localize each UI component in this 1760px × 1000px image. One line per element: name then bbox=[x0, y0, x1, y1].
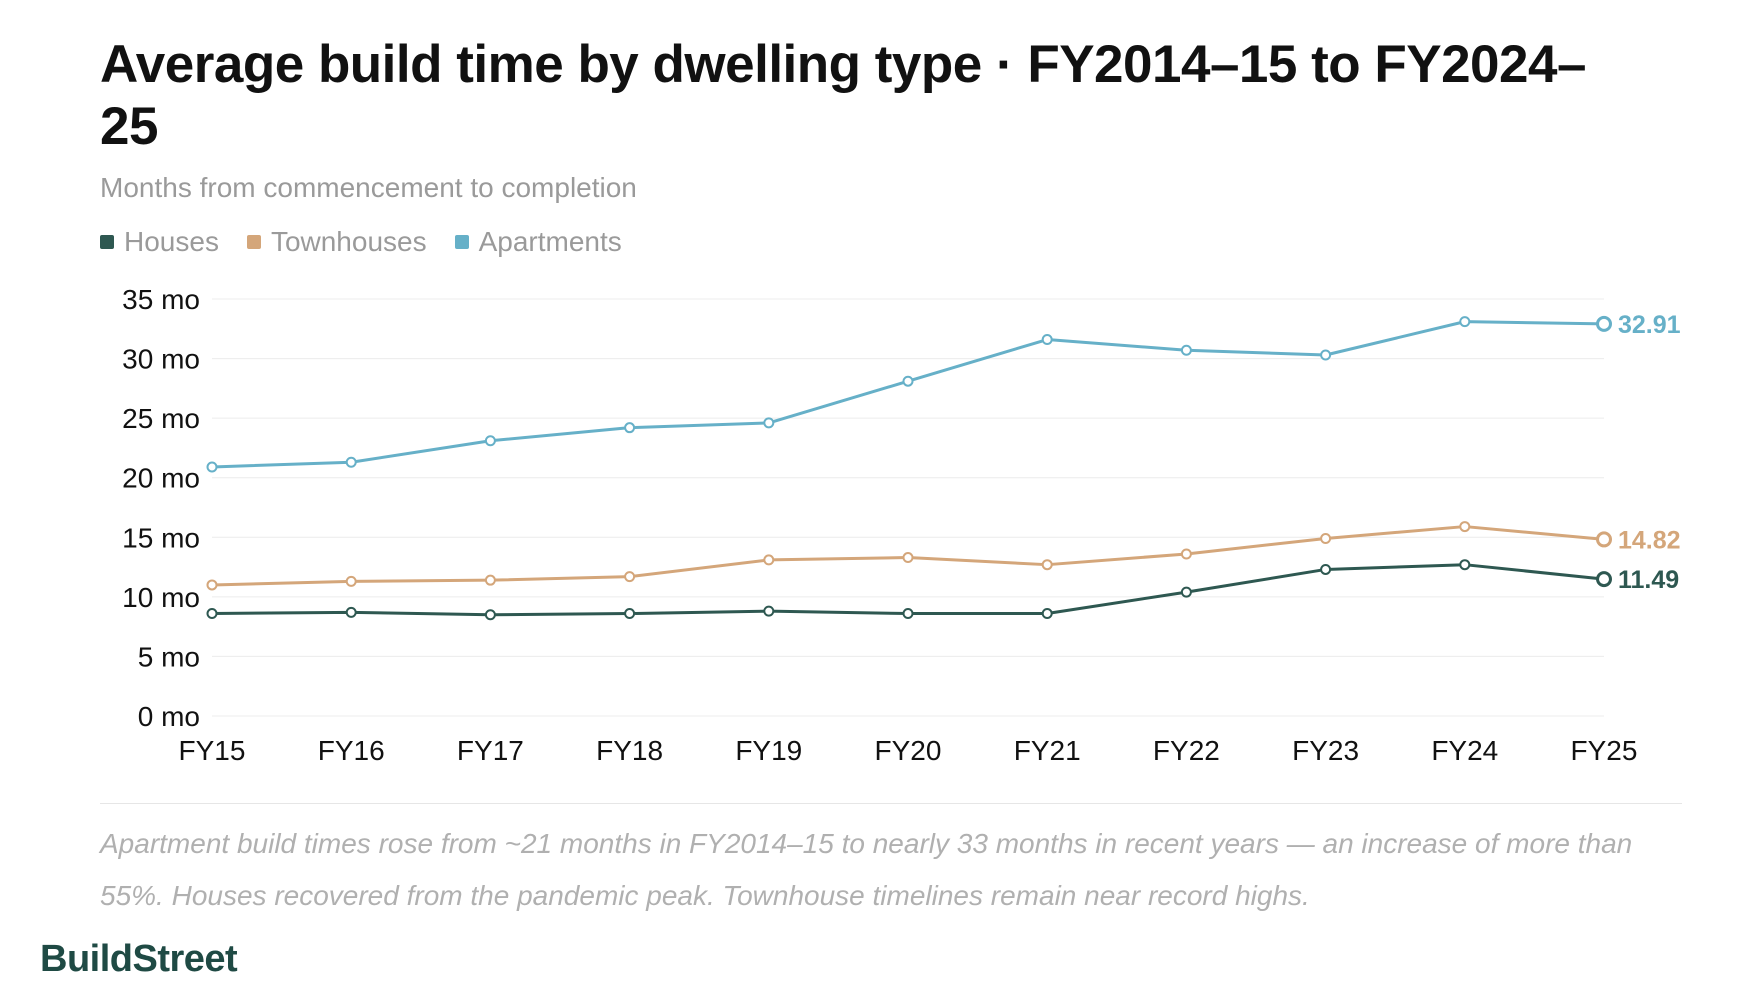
x-tick-label: FY16 bbox=[318, 735, 385, 766]
footer-divider bbox=[100, 803, 1682, 804]
x-tick-label: FY25 bbox=[1571, 735, 1638, 766]
y-tick-label: 15 mo bbox=[122, 522, 200, 553]
data-point-townhouses bbox=[902, 552, 914, 564]
y-tick-label: 35 mo bbox=[122, 284, 200, 315]
data-point-townhouses bbox=[763, 554, 775, 566]
y-tick-label: 0 mo bbox=[138, 701, 200, 732]
data-point-apartments bbox=[1596, 315, 1612, 332]
data-point-apartments bbox=[763, 417, 775, 429]
data-point-houses bbox=[1041, 608, 1053, 620]
data-point-townhouses bbox=[206, 579, 218, 591]
line-chart: 0 mo 5 mo 10 mo 15 mo 20 mo 25 mo 30 mo 35 mo FY… bbox=[122, 284, 1681, 766]
chart-note: Apartment build times rose from ~21 mont… bbox=[100, 828, 1633, 911]
data-point-townhouses bbox=[1041, 559, 1053, 571]
data-point-townhouses bbox=[1459, 521, 1471, 533]
legend-item-townhouses: Townhouses bbox=[246, 226, 427, 258]
data-point-townhouses bbox=[624, 571, 636, 583]
x-tick-label: FY23 bbox=[1292, 735, 1359, 766]
series-line-apartments bbox=[211, 320, 1605, 469]
data-point-houses bbox=[345, 606, 357, 618]
data-point-apartments bbox=[345, 456, 357, 468]
data-point-houses bbox=[1320, 563, 1332, 575]
data-point-townhouses bbox=[1596, 531, 1612, 548]
data-point-townhouses bbox=[1180, 548, 1192, 560]
data-point-apartments bbox=[484, 435, 496, 447]
x-tick-label: FY15 bbox=[179, 735, 246, 766]
data-point-apartments bbox=[206, 461, 218, 473]
x-tick-label: FY21 bbox=[1014, 735, 1081, 766]
x-tick-label: FY20 bbox=[875, 735, 942, 766]
data-point-apartments bbox=[624, 422, 636, 434]
series-line-houses bbox=[211, 563, 1605, 617]
data-point-townhouses bbox=[345, 575, 357, 587]
legend-label-apartments: Apartments bbox=[478, 226, 622, 257]
data-point-houses bbox=[624, 608, 636, 620]
legend-swatch-townhouses bbox=[246, 235, 261, 249]
chart-title: Average build time by dwelling type · FY… bbox=[100, 35, 1586, 156]
data-point-apartments bbox=[1320, 349, 1332, 361]
data-point-houses bbox=[1180, 586, 1192, 598]
y-tick-label: 25 mo bbox=[122, 403, 200, 434]
x-tick-label: FY17 bbox=[457, 735, 524, 766]
legend-item-houses: Houses bbox=[100, 226, 219, 258]
x-tick-label: FY24 bbox=[1431, 735, 1498, 766]
data-point-apartments bbox=[902, 375, 914, 387]
chart-legend: Houses Townhouses Apartments bbox=[100, 226, 622, 258]
x-tick-label: FY18 bbox=[596, 735, 663, 766]
data-point-townhouses bbox=[1320, 532, 1332, 544]
brand-logo: BuildStreet bbox=[40, 938, 238, 980]
data-point-houses bbox=[1459, 559, 1471, 571]
data-point-townhouses bbox=[484, 574, 496, 586]
data-point-houses bbox=[484, 609, 496, 621]
data-point-apartments bbox=[1041, 334, 1053, 346]
y-tick-label: 30 mo bbox=[122, 344, 200, 375]
data-point-apartments bbox=[1180, 344, 1192, 356]
data-point-houses bbox=[763, 605, 775, 617]
data-point-apartments bbox=[1459, 316, 1471, 328]
data-point-houses bbox=[206, 608, 218, 620]
data-point-houses bbox=[902, 608, 914, 620]
x-tick-label: FY19 bbox=[735, 735, 802, 766]
data-point-houses bbox=[1596, 571, 1612, 588]
legend-label-houses: Houses bbox=[124, 226, 219, 257]
legend-item-apartments: Apartments bbox=[454, 226, 622, 258]
chart-subtitle: Months from commencement to completion bbox=[100, 172, 637, 203]
y-tick-label: 5 mo bbox=[138, 641, 200, 672]
y-tick-label: 10 mo bbox=[122, 582, 200, 613]
end-label-townhouses: 14.82 bbox=[1618, 526, 1681, 554]
end-label-houses: 11.49 bbox=[1618, 566, 1679, 594]
legend-swatch-houses bbox=[100, 235, 114, 249]
legend-swatch-apartments bbox=[454, 235, 469, 249]
legend-label-townhouses: Townhouses bbox=[270, 226, 427, 257]
y-tick-label: 20 mo bbox=[122, 463, 200, 494]
end-label-apartments: 32.91 bbox=[1618, 311, 1681, 339]
x-tick-label: FY22 bbox=[1153, 735, 1220, 766]
